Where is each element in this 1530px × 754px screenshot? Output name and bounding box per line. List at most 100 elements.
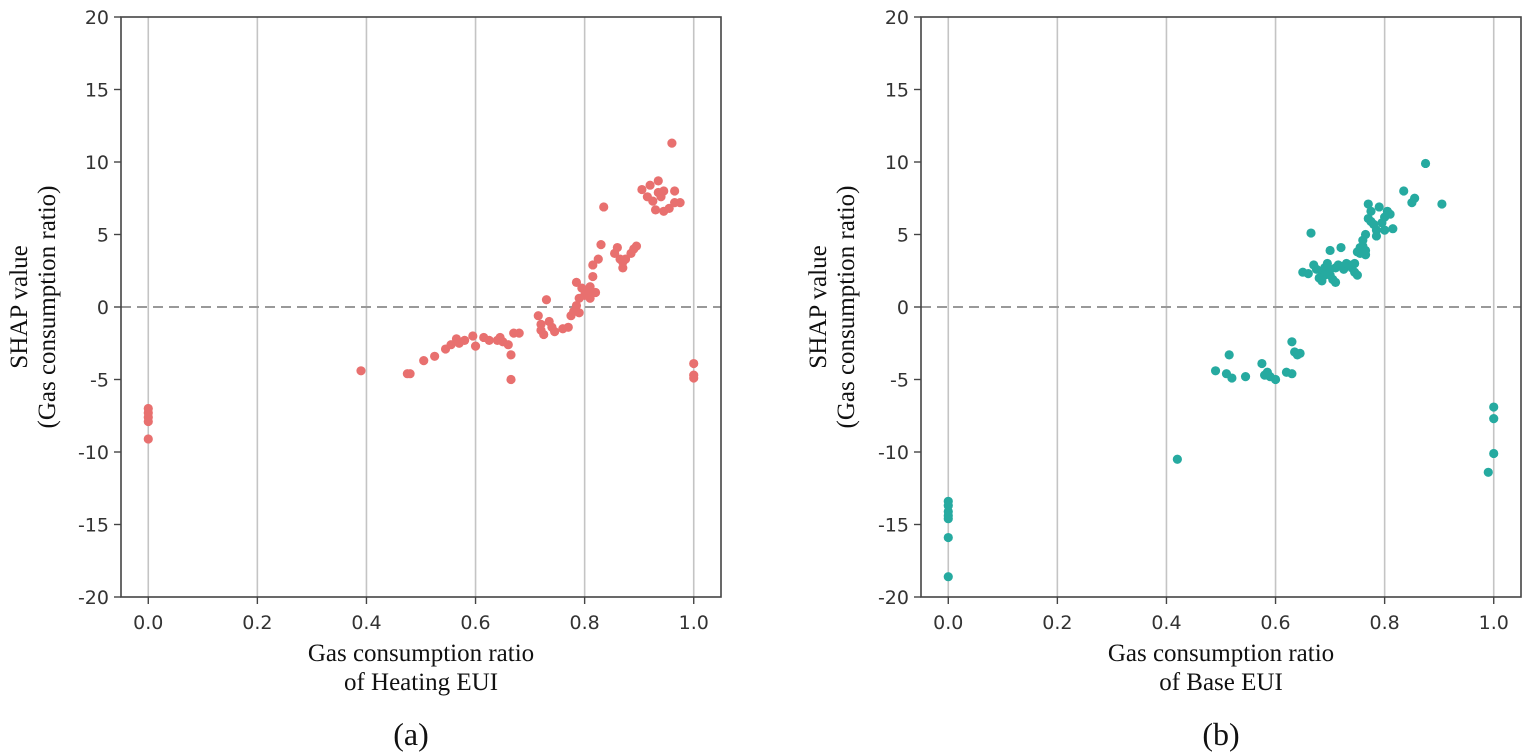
scatter-point bbox=[571, 277, 582, 287]
scatter-point bbox=[1257, 358, 1267, 369]
scatter-point bbox=[1437, 199, 1447, 209]
x-ticks: 0.0 0.2 0.4 0.6 0.8 1.0 bbox=[133, 597, 709, 634]
scatter-point bbox=[506, 374, 516, 385]
scatter-point bbox=[1380, 225, 1390, 235]
scatter-point bbox=[143, 434, 153, 444]
scatter-point bbox=[596, 240, 606, 250]
scatter-point bbox=[550, 327, 560, 337]
scatter-point bbox=[689, 373, 699, 383]
scatter-point bbox=[470, 341, 481, 351]
scatter-point bbox=[574, 308, 584, 318]
scatter-point bbox=[1303, 269, 1313, 279]
x-tick-label: 0.8 bbox=[570, 612, 600, 634]
scatter-point bbox=[1360, 229, 1371, 240]
y-ticks: 20 15 10 5 0 -5 -10 -15 -20 bbox=[78, 7, 121, 609]
scatter-point bbox=[533, 311, 543, 321]
scatter-point bbox=[460, 335, 470, 345]
scatter-point bbox=[648, 196, 658, 206]
scatter-point bbox=[1306, 228, 1316, 238]
scatter-point bbox=[1374, 202, 1384, 212]
scatter-point bbox=[1489, 402, 1499, 412]
y-tick-label: -5 bbox=[890, 370, 909, 392]
y-tick-label: -10 bbox=[878, 442, 909, 464]
scatter-points bbox=[143, 138, 699, 444]
scatter-point bbox=[1483, 467, 1493, 477]
scatter-point bbox=[1420, 158, 1431, 169]
scatter-point bbox=[588, 260, 598, 270]
scatter-point bbox=[1388, 224, 1398, 234]
scatter-point bbox=[653, 176, 663, 186]
scatter-point bbox=[637, 184, 647, 195]
y-tick-label: 5 bbox=[897, 225, 909, 247]
scatter-point bbox=[506, 350, 516, 360]
x-tick-label: 0.2 bbox=[242, 612, 272, 634]
scatter-point bbox=[618, 263, 628, 273]
y-tick-label: 15 bbox=[885, 80, 909, 102]
scatter-point bbox=[645, 180, 655, 190]
scatter-point bbox=[503, 340, 513, 350]
scatter-point bbox=[484, 335, 494, 345]
y-axis-title-line-2: (Gas consumption ratio) bbox=[34, 185, 61, 428]
scatter-point bbox=[514, 328, 524, 338]
scatter-point bbox=[650, 205, 661, 215]
panel-a: 20 15 10 5 0 -5 -10 -15 -20 0.0 0.2 0.4 0.6 0.8 1.0 G… bbox=[6, 7, 722, 752]
scatter-point bbox=[599, 202, 609, 212]
scatter-point bbox=[539, 329, 549, 340]
scatter-point bbox=[1350, 258, 1360, 269]
y-tick-label: 5 bbox=[97, 225, 109, 247]
x-axis-title-line-1: Gas consumption ratio bbox=[308, 640, 534, 667]
scatter-point bbox=[1366, 206, 1376, 216]
y-tick-label: -20 bbox=[78, 587, 109, 609]
scatter-point bbox=[1287, 337, 1297, 347]
scatter-point bbox=[1224, 350, 1234, 360]
scatter-point bbox=[468, 331, 478, 341]
x-tick-label: 1.0 bbox=[1479, 612, 1509, 634]
x-axis-title-line-2: of Base EUI bbox=[1159, 669, 1283, 696]
scatter-point bbox=[689, 358, 699, 369]
scatter-point bbox=[667, 138, 677, 148]
y-tick-label: 20 bbox=[885, 7, 909, 29]
scatter-point bbox=[405, 369, 415, 379]
scatter-points bbox=[943, 158, 1499, 582]
y-tick-label: 20 bbox=[85, 7, 109, 29]
y-tick-label: -20 bbox=[878, 587, 909, 609]
scatter-point bbox=[1489, 448, 1499, 459]
scatter-point bbox=[430, 351, 440, 361]
x-tick-label: 1.0 bbox=[679, 612, 709, 634]
scatter-point bbox=[143, 416, 153, 427]
y-tick-label: -10 bbox=[78, 442, 109, 464]
x-tick-label: 0.0 bbox=[933, 612, 963, 634]
y-tick-label: 0 bbox=[897, 297, 909, 319]
scatter-point bbox=[446, 340, 456, 350]
scatter-point bbox=[664, 203, 674, 213]
y-tick-label: -15 bbox=[878, 515, 909, 537]
scatter-point bbox=[1330, 277, 1341, 287]
scatter-point bbox=[612, 242, 622, 253]
scatter-point bbox=[659, 186, 669, 196]
y-tick-label: -15 bbox=[78, 515, 109, 537]
scatter-point bbox=[1210, 366, 1221, 376]
scatter-point bbox=[1352, 270, 1362, 280]
panel-caption: (b) bbox=[1202, 716, 1239, 752]
y-tick-label: -5 bbox=[90, 370, 109, 392]
scatter-point bbox=[1360, 250, 1371, 260]
scatter-point bbox=[1240, 372, 1251, 382]
y-tick-label: 15 bbox=[85, 80, 109, 102]
x-axis-title-line-2: of Heating EUI bbox=[344, 669, 498, 696]
y-tick-label: 0 bbox=[97, 297, 109, 319]
scatter-point bbox=[1336, 242, 1346, 253]
x-tick-label: 0.4 bbox=[351, 612, 381, 634]
scatter-point bbox=[563, 322, 573, 332]
x-tick-label: 0.6 bbox=[1260, 612, 1290, 634]
scatter-point bbox=[1270, 374, 1281, 385]
scatter-point bbox=[419, 356, 429, 366]
scatter-point bbox=[1227, 373, 1237, 383]
panel-b: 20 15 10 5 0 -5 -10 -15 -20 0.0 0.2 0.4 0.6 0.8 1.0 G… bbox=[805, 7, 1522, 752]
scatter-point bbox=[1295, 348, 1305, 358]
scatter-point bbox=[943, 572, 953, 582]
scatter-point bbox=[631, 241, 642, 251]
scatter-point bbox=[675, 198, 685, 208]
scatter-point bbox=[571, 300, 582, 311]
x-tick-label: 0.4 bbox=[1151, 612, 1181, 634]
scatter-point bbox=[593, 254, 603, 264]
